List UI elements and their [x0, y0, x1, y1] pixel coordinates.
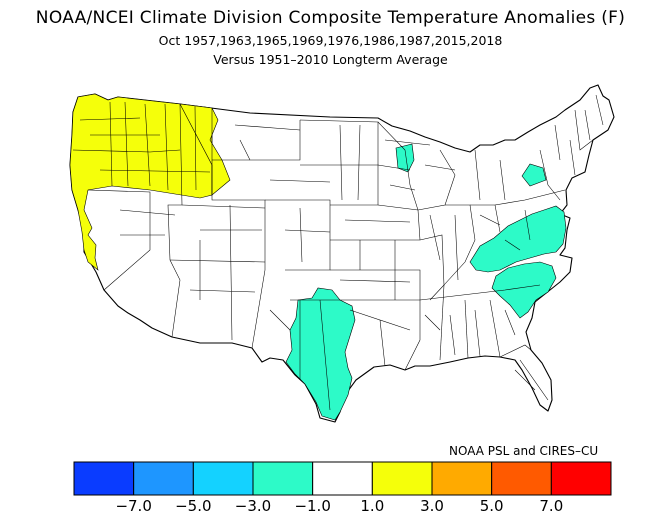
legend-swatch	[371, 461, 433, 496]
legend-tick-label: −1.0	[294, 497, 330, 515]
legend-tick-label: 5.0	[480, 497, 504, 515]
anomaly-region-western-new-york	[521, 163, 547, 187]
legend-swatch	[133, 461, 194, 496]
anomaly-region-texas	[285, 287, 356, 421]
anomaly-region-pacific-northwest	[69, 93, 213, 271]
legend-swatch	[192, 461, 254, 496]
legend-tick-label: −3.0	[235, 497, 271, 515]
legend-swatch	[491, 461, 552, 496]
map-subtitle: Oct 1957,1963,1965,1969,1976,1986,1987,2…	[158, 33, 503, 48]
baseline-note: Versus 1951–2010 Longterm Average	[213, 52, 448, 67]
state-boundaries	[72, 101, 594, 371]
anomaly-region-carolinas	[491, 261, 557, 319]
legend-swatch	[550, 461, 612, 496]
climate-division-lines	[79, 94, 604, 411]
map-title: NOAA/NCEI Climate Division Composite Tem…	[35, 8, 626, 28]
legend-tick-label: 3.0	[420, 497, 444, 515]
legend-swatch	[73, 461, 135, 496]
legend-tick-label: −7.0	[115, 497, 151, 515]
legend-tick-label: −5.0	[175, 497, 211, 515]
legend-swatch	[312, 461, 373, 496]
legend-swatch	[431, 461, 493, 496]
credit-text: NOAA PSL and CIRES–CU	[449, 444, 599, 458]
legend-tick-label: 7.0	[539, 497, 563, 515]
anomaly-region-mid-atlantic	[469, 205, 567, 273]
legend-swatch	[252, 461, 314, 496]
anomaly-region-upper-michigan	[395, 143, 415, 173]
legend-tick-label: 1.0	[360, 497, 384, 515]
